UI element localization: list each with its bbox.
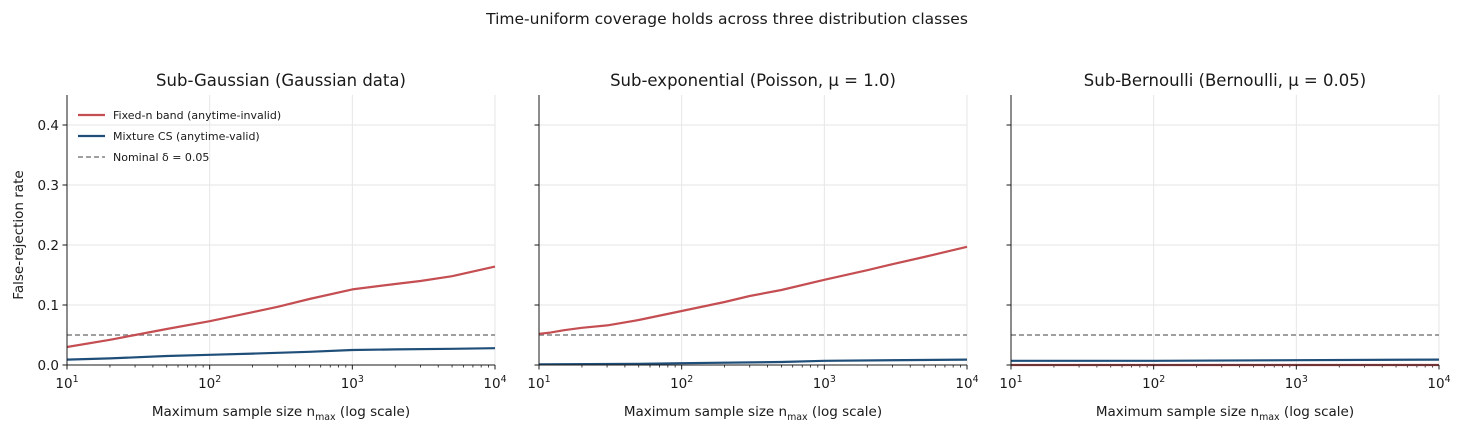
- legend-label: Fixed-n band (anytime-invalid): [113, 109, 281, 122]
- panel-title: Sub-exponential (Poisson, μ = 1.0): [610, 71, 896, 90]
- x-tick-label: 101: [999, 374, 1022, 392]
- x-axis-label: Maximum sample size nmax (log scale): [152, 404, 410, 423]
- legend: Fixed-n band (anytime-invalid) Mixture CS…: [78, 109, 281, 164]
- chart-panel-3: 101 102 103 104 Sub-Bernoulli (Bernoulli, μ …: [999, 71, 1450, 423]
- x-tick-label: 102: [1142, 374, 1165, 392]
- y-tick-label: 0.4: [38, 118, 59, 134]
- series-fixed-n-line: [66, 265, 496, 349]
- series-fixed-n-line: [538, 245, 968, 335]
- x-tick-label: 101: [55, 374, 78, 392]
- x-tick-label: 102: [670, 374, 693, 392]
- panel-title: Sub-Gaussian (Gaussian data): [156, 71, 406, 90]
- legend-label: Mixture CS (anytime-valid): [113, 130, 260, 143]
- x-tick-label: 104: [483, 374, 506, 392]
- x-axis-label: Maximum sample size nmax (log scale): [1096, 404, 1354, 423]
- x-tick-label: 103: [813, 374, 836, 392]
- x-tick-label: 103: [1285, 374, 1308, 392]
- x-tick-label: 101: [527, 374, 550, 392]
- y-tick-label: 0.2: [38, 238, 59, 254]
- chart-panel-2: 101 102 103 104 Sub-exponential (Poisson, μ …: [527, 71, 978, 423]
- panel-title: Sub-Bernoulli (Bernoulli, μ = 0.05): [1084, 71, 1366, 90]
- y-tick-label: 0.0: [38, 358, 59, 374]
- x-tick-label: 103: [341, 374, 364, 392]
- series-mixture-cs-line: [1011, 358, 1440, 362]
- y-tick-label: 0.3: [38, 178, 59, 194]
- figure-title: Time-uniform coverage holds across three…: [485, 10, 968, 28]
- legend-label: Nominal δ = 0.05: [113, 151, 209, 164]
- y-tick-label: 0.1: [38, 298, 59, 314]
- series-mixture-cs-line: [66, 347, 496, 361]
- chart-panel-1: 0.0 0.1 0.2 0.3 0.4 101 102 103 104 Sub-Gaussian …: [38, 71, 507, 423]
- x-tick-label: 104: [955, 374, 978, 392]
- y-axis-label: False-rejection rate: [11, 170, 27, 299]
- x-tick-label: 104: [1427, 374, 1450, 392]
- panels: 0.0 0.1 0.2 0.3 0.4 101 102 103 104 Sub-Gaussian …: [38, 71, 1451, 423]
- x-axis-label: Maximum sample size nmax (log scale): [624, 404, 882, 423]
- series-mixture-cs-line: [538, 358, 968, 366]
- x-tick-label: 102: [198, 374, 221, 392]
